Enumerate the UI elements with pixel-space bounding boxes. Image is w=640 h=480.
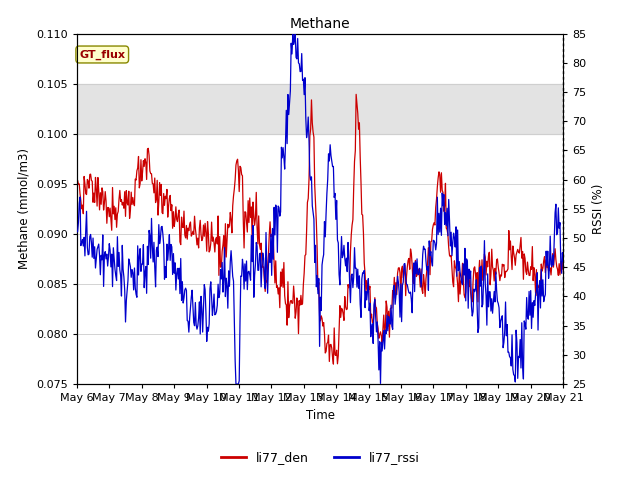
Bar bbox=[77, 84, 563, 134]
X-axis label: Time: Time bbox=[305, 408, 335, 421]
Title: Methane: Methane bbox=[290, 17, 350, 31]
Legend: li77_den, li77_rssi: li77_den, li77_rssi bbox=[216, 446, 424, 469]
Y-axis label: Methane (mmol/m3): Methane (mmol/m3) bbox=[17, 148, 31, 269]
Y-axis label: RSSI (%): RSSI (%) bbox=[592, 184, 605, 234]
Text: GT_flux: GT_flux bbox=[79, 49, 125, 60]
